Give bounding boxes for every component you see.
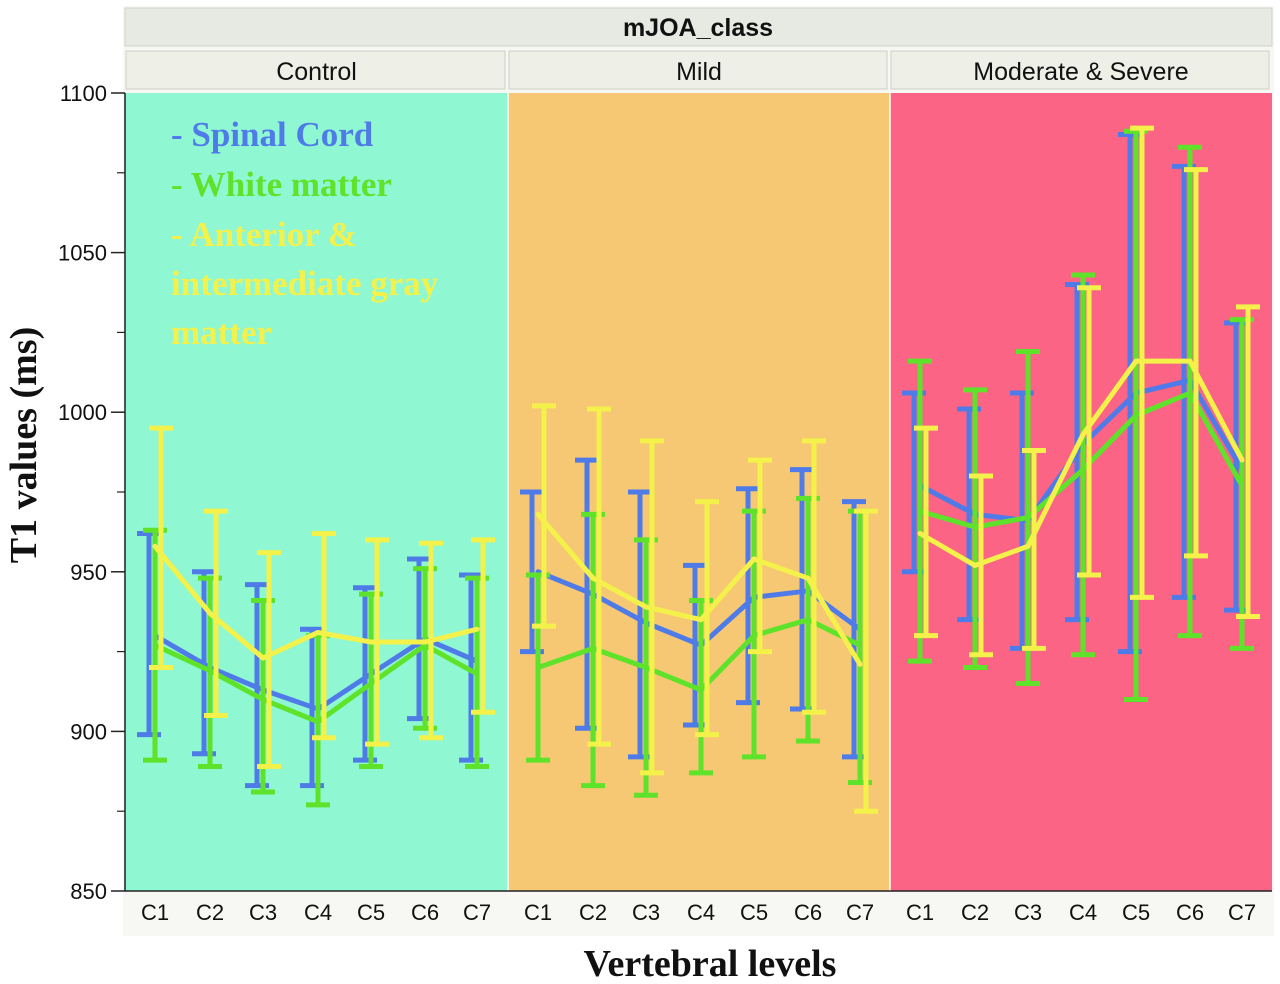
- data-point: [368, 639, 374, 645]
- data-point: [260, 655, 266, 661]
- series-1-3: [149, 425, 495, 770]
- data-point: [207, 610, 213, 616]
- legend-spinal-cord: - Spinal Cord: [171, 115, 374, 154]
- legend-gray-matter-line: intermediate gray: [171, 264, 439, 303]
- panel-label-3: Moderate & Severe: [973, 58, 1188, 86]
- title-strip: [124, 7, 1273, 47]
- x-tick-label: C7: [463, 900, 491, 925]
- y-tick-label: 1000: [58, 400, 107, 425]
- chart-title: mJOA_class: [623, 14, 773, 42]
- data-point: [535, 511, 541, 517]
- data-point: [1080, 467, 1086, 473]
- data-point: [368, 681, 374, 687]
- data-point: [917, 508, 923, 514]
- data-point: [1025, 543, 1031, 549]
- legend-white-matter: - White matter: [171, 165, 392, 204]
- data-point: [152, 642, 158, 648]
- data-point: [474, 671, 480, 677]
- panel-header-2: [508, 50, 888, 90]
- data-point: [857, 642, 863, 648]
- y-tick-label: 1050: [58, 241, 107, 266]
- panel-header-1: [125, 50, 506, 90]
- data-point: [260, 696, 266, 702]
- data-point: [152, 543, 158, 549]
- data-point: [643, 604, 649, 610]
- data-point: [857, 661, 863, 667]
- data-point: [474, 626, 480, 632]
- legend-gray-matter-line: - Anterior &: [171, 215, 357, 254]
- x-tick-label: C5: [740, 900, 768, 925]
- x-tick-label: C3: [632, 900, 660, 925]
- legend-gray-matter-line: matter: [171, 313, 272, 352]
- x-tick-label: C1: [141, 900, 169, 925]
- data-point: [698, 687, 704, 693]
- y-tick-label: 850: [70, 879, 107, 904]
- x-tick-label: C7: [1228, 900, 1256, 925]
- legend: - Spinal Cord - White matter - Anterior & i…: [171, 115, 439, 352]
- panel-label-2: Mild: [676, 58, 722, 86]
- x-tick-label: C1: [906, 900, 934, 925]
- y-tick-label: 900: [70, 719, 107, 744]
- data-point: [207, 668, 213, 674]
- panel-label-1: Control: [276, 58, 357, 86]
- data-point: [1239, 457, 1245, 463]
- x-tick-label: C6: [411, 900, 439, 925]
- data-point: [590, 645, 596, 651]
- data-point: [1080, 432, 1086, 438]
- series-layer: [137, 125, 1260, 814]
- data-point: [1239, 483, 1245, 489]
- data-point: [315, 629, 321, 635]
- data-point: [805, 617, 811, 623]
- x-tick-label: C2: [961, 900, 989, 925]
- data-point: [535, 665, 541, 671]
- y-tick-label: 950: [70, 560, 107, 585]
- data-point: [590, 575, 596, 581]
- data-point: [751, 633, 757, 639]
- data-point: [315, 719, 321, 725]
- x-tick-label: C4: [1069, 900, 1097, 925]
- x-tick-label: C5: [1122, 900, 1150, 925]
- data-point: [1187, 390, 1193, 396]
- x-tick-label: C6: [1176, 900, 1204, 925]
- data-point: [917, 530, 923, 536]
- x-tick-label: C2: [196, 900, 224, 925]
- data-point: [805, 575, 811, 581]
- x-tick-label: C3: [1014, 900, 1042, 925]
- x-tick-label: C4: [304, 900, 332, 925]
- x-tick-label: C7: [846, 900, 874, 925]
- axes: C1 C2 C3 C4 C5 C6 C7 C1 C2 C3 C4 C5 C6 C7 C1 C2 C3 C4 C5 C6…: [3, 81, 1272, 984]
- data-point: [422, 639, 428, 645]
- data-point: [1187, 358, 1193, 364]
- y-tick-label: 1100: [60, 81, 107, 106]
- series-3-3: [914, 125, 1260, 658]
- y-axis-title: T1 values (ms): [3, 327, 45, 563]
- legend-gray-matter: - Anterior & intermediate gray matter: [171, 215, 439, 352]
- x-tick-label: C5: [357, 900, 385, 925]
- data-point: [972, 524, 978, 530]
- data-point: [1025, 515, 1031, 521]
- x-axis-title: Vertebral levels: [584, 943, 837, 984]
- data-point: [1133, 358, 1139, 364]
- data-point: [751, 556, 757, 562]
- x-tick-label: C1: [524, 900, 552, 925]
- x-tick-label: C4: [687, 900, 715, 925]
- data-point: [972, 562, 978, 568]
- data-point: [1133, 412, 1139, 418]
- series-2-3: [532, 403, 878, 814]
- x-tick-label: C3: [249, 900, 277, 925]
- data-point: [643, 665, 649, 671]
- data-point: [698, 617, 704, 623]
- x-tick-label: C6: [794, 900, 822, 925]
- x-tick-label: C2: [579, 900, 607, 925]
- panel-header-3: [890, 50, 1270, 90]
